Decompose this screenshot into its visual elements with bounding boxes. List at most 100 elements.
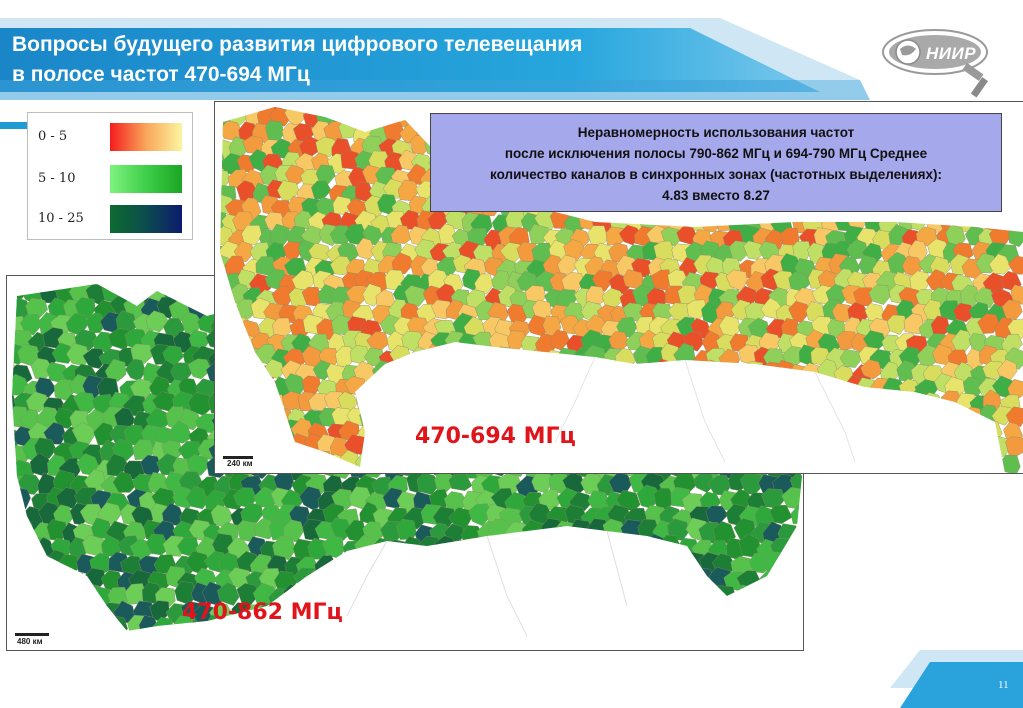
map-cell bbox=[574, 407, 598, 429]
map-cell bbox=[736, 410, 757, 430]
map-cell bbox=[551, 360, 573, 382]
map-cell bbox=[650, 586, 675, 611]
map-cell bbox=[235, 361, 259, 382]
map-cell bbox=[742, 360, 765, 381]
legend-swatch bbox=[110, 123, 182, 151]
map-cell bbox=[678, 407, 697, 431]
map-cell bbox=[426, 616, 451, 631]
map-cell bbox=[340, 107, 362, 112]
map-cell bbox=[593, 451, 614, 471]
map-cell bbox=[712, 425, 734, 445]
map-cell bbox=[292, 449, 314, 470]
map-cell bbox=[263, 636, 283, 650]
map-cell bbox=[407, 316, 431, 336]
map-cell bbox=[242, 636, 263, 650]
map-cell bbox=[412, 588, 433, 611]
map-cell bbox=[85, 312, 107, 334]
map-cell bbox=[608, 392, 630, 413]
map-cell bbox=[697, 618, 722, 631]
map-cell bbox=[577, 448, 598, 470]
map-cell bbox=[364, 377, 385, 400]
map-cell bbox=[595, 107, 617, 112]
map-cell bbox=[801, 447, 823, 470]
map-cell bbox=[999, 120, 1022, 141]
map-cell bbox=[468, 629, 491, 631]
map-cell bbox=[600, 584, 624, 607]
map-cell bbox=[675, 374, 698, 396]
map-cell bbox=[423, 378, 445, 401]
map-cell bbox=[651, 554, 676, 578]
map-cell bbox=[220, 450, 223, 470]
map-cell bbox=[130, 343, 154, 365]
map-cell bbox=[730, 393, 752, 415]
map-cell bbox=[12, 533, 25, 555]
map-cell bbox=[691, 439, 715, 460]
map-cell bbox=[383, 420, 403, 441]
map-cell bbox=[522, 391, 544, 411]
map-cell bbox=[527, 404, 550, 426]
map-cell bbox=[185, 284, 210, 285]
map-cell bbox=[790, 504, 802, 525]
map-cell bbox=[7, 411, 9, 431]
map-cell bbox=[400, 387, 422, 409]
map-cell bbox=[12, 490, 17, 514]
map-cell bbox=[331, 488, 355, 510]
map-cell bbox=[226, 376, 248, 396]
map-cell bbox=[745, 389, 767, 410]
map-cell bbox=[82, 348, 106, 369]
map-cell bbox=[588, 404, 611, 428]
map-cell bbox=[612, 536, 638, 558]
map-cell bbox=[530, 633, 554, 650]
header-banner bbox=[0, 18, 870, 100]
map-cell bbox=[12, 553, 16, 576]
map-cell bbox=[743, 107, 767, 111]
map-cell bbox=[581, 419, 603, 442]
map-cell bbox=[792, 634, 804, 650]
map-cell bbox=[467, 348, 490, 370]
map-cell bbox=[759, 389, 781, 412]
map-cell bbox=[928, 402, 953, 425]
map-cell bbox=[643, 392, 665, 414]
map-cell bbox=[833, 421, 854, 441]
map-cell bbox=[578, 107, 602, 114]
map-cell bbox=[545, 539, 568, 561]
map-cell bbox=[622, 107, 644, 113]
map-cell bbox=[694, 600, 718, 622]
map-cell bbox=[695, 635, 716, 650]
map-cell bbox=[747, 452, 769, 473]
map-cell bbox=[284, 107, 306, 127]
map-cell bbox=[220, 388, 238, 411]
map-cell bbox=[869, 435, 890, 456]
map-cell bbox=[449, 601, 474, 626]
map-cell bbox=[460, 548, 485, 573]
map-cell bbox=[1008, 255, 1023, 275]
map-cell bbox=[274, 439, 295, 461]
map-cell bbox=[277, 180, 300, 201]
map-cell bbox=[715, 392, 736, 412]
map-cell bbox=[443, 363, 468, 384]
map-cell bbox=[272, 535, 297, 561]
map-cell bbox=[777, 449, 798, 471]
map-cell bbox=[463, 360, 485, 382]
map-cell bbox=[1006, 196, 1023, 218]
map-cell bbox=[365, 434, 387, 456]
map-cell bbox=[220, 408, 221, 429]
map-cell bbox=[717, 107, 739, 110]
map-cell bbox=[514, 350, 537, 371]
map-cell bbox=[34, 601, 57, 623]
map-cell bbox=[321, 569, 344, 592]
map-cell bbox=[1005, 406, 1023, 427]
map-cell bbox=[519, 447, 541, 469]
map-cell bbox=[73, 618, 98, 631]
map-cell bbox=[1008, 225, 1023, 248]
map-cell bbox=[385, 601, 410, 623]
map-cell bbox=[389, 407, 414, 429]
map-cell bbox=[77, 582, 102, 605]
map-cell bbox=[730, 363, 750, 385]
map-cell bbox=[457, 107, 481, 110]
map-cell bbox=[17, 601, 39, 625]
map-cell bbox=[215, 134, 217, 155]
map-cell bbox=[828, 437, 851, 458]
map-cell bbox=[610, 450, 632, 470]
map-cell bbox=[379, 376, 401, 396]
